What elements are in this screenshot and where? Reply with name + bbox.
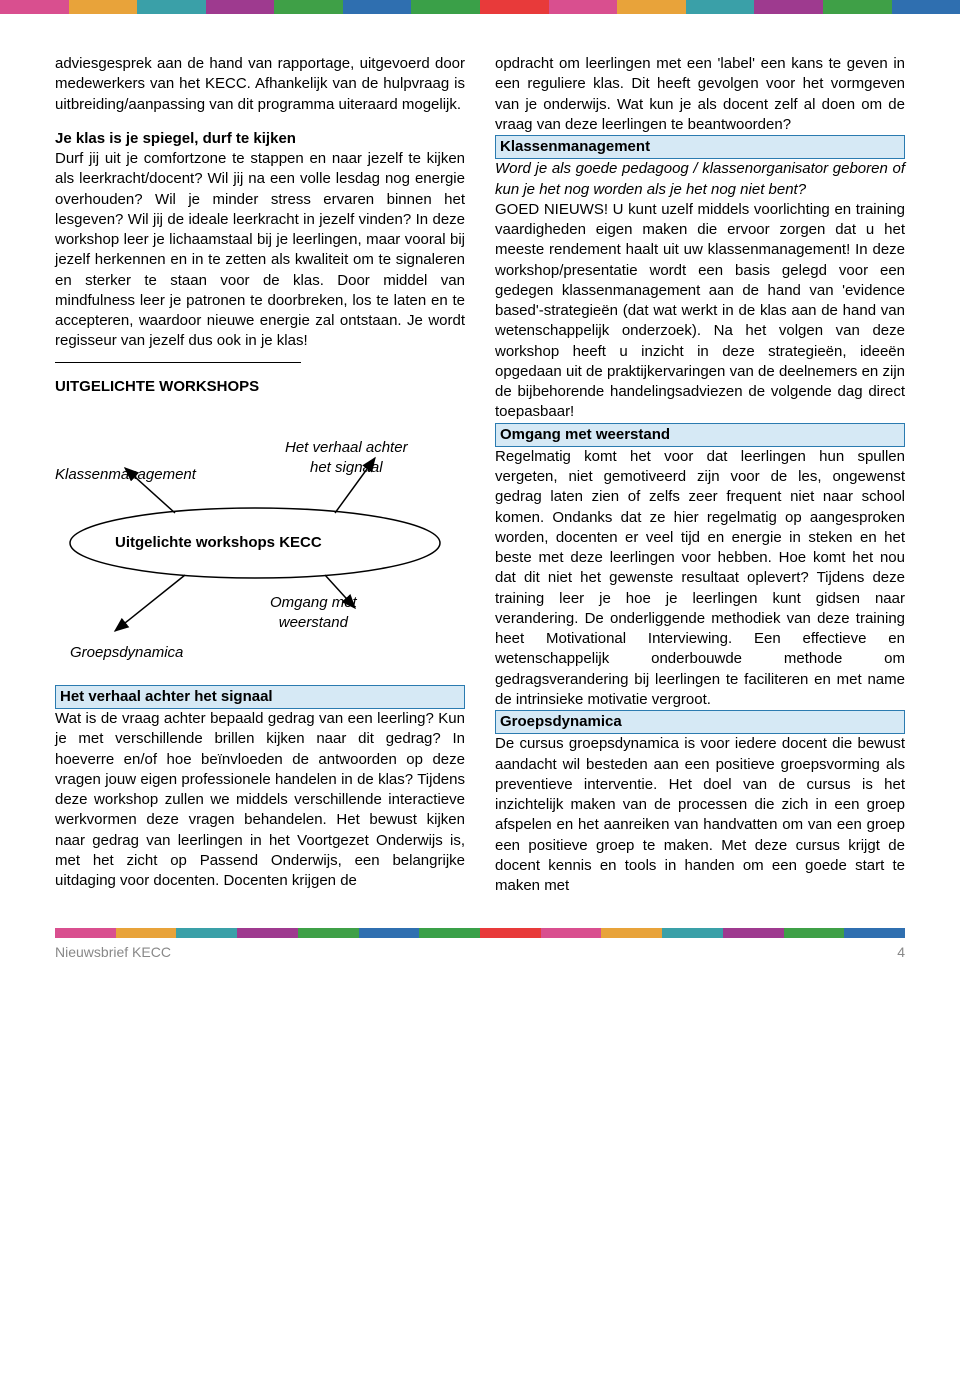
stripe-segment: [343, 0, 412, 14]
bottom-color-stripe: [55, 928, 905, 938]
stripe-segment: [69, 0, 138, 14]
right-para-1: opdracht om leerlingen met een 'label' e…: [495, 54, 905, 135]
stripe-segment: [176, 928, 237, 938]
diagram-center-label: Uitgelichte workshops KECC: [115, 533, 322, 553]
stripe-segment: [892, 0, 960, 14]
diagram-label-tr: Het verhaal achter het signaal: [285, 438, 408, 479]
right-para-2-body: GOED NIEUWS! U kunt uzelf middels voorli…: [495, 201, 905, 421]
stripe-segment: [137, 0, 206, 14]
left-column: adviesgesprek aan de hand van rapportage…: [55, 54, 465, 896]
stripe-segment: [541, 928, 602, 938]
stripe-segment: [723, 928, 784, 938]
footer: Nieuwsbrief KECC 4: [0, 938, 960, 970]
stripe-segment: [601, 928, 662, 938]
box-omgang-header: Omgang met weerstand: [495, 423, 905, 447]
left-para-2-body: Durf jij uit je comfortzone te stappen e…: [55, 150, 465, 349]
stripe-segment: [237, 928, 298, 938]
stripe-segment: [55, 928, 116, 938]
stripe-segment: [754, 0, 823, 14]
footer-page-number: 4: [897, 944, 905, 960]
stripe-segment: [844, 928, 905, 938]
right-para-2: Word je als goede pedagoog / klassenorga…: [495, 159, 905, 422]
stripe-segment: [419, 928, 480, 938]
stripe-segment: [298, 928, 359, 938]
stripe-segment: [686, 0, 755, 14]
box-klassenmanagement-header: Klassenmanagement: [495, 135, 905, 159]
left-para-2: Je klas is je spiegel, durf te kijken Du…: [55, 129, 465, 352]
footer-left: Nieuwsbrief KECC: [55, 944, 171, 960]
stripe-segment: [617, 0, 686, 14]
stripe-segment: [480, 928, 541, 938]
stripe-segment: [0, 0, 69, 14]
bottom-stripe-container: [0, 928, 960, 938]
stripe-segment: [480, 0, 549, 14]
workshops-diagram: Het verhaal achter het signaal Klassenma…: [55, 403, 465, 673]
stripe-segment: [411, 0, 480, 14]
diagram-label-br: Omgang met weerstand: [270, 593, 357, 634]
left-para-1: adviesgesprek aan de hand van rapportage…: [55, 54, 465, 115]
right-para-2-italic: Word je als goede pedagoog / klassenorga…: [495, 160, 905, 197]
diagram-label-tl: Klassenmanagement: [55, 465, 196, 485]
stripe-segment: [549, 0, 618, 14]
section-title: UITGELICHTE WORKSHOPS: [55, 377, 465, 397]
box-groepsdynamica-header: Groepsdynamica: [495, 710, 905, 734]
stripe-segment: [823, 0, 892, 14]
divider: [55, 362, 301, 363]
left-para-3: Wat is de vraag achter bepaald gedrag va…: [55, 709, 465, 891]
top-color-stripe: [0, 0, 960, 14]
stripe-segment: [359, 928, 420, 938]
left-bold-heading: Je klas is je spiegel, durf te kijken: [55, 130, 296, 147]
page-content: adviesgesprek aan de hand van rapportage…: [0, 14, 960, 916]
stripe-segment: [662, 928, 723, 938]
right-para-3: Regelmatig komt het voor dat leerlingen …: [495, 447, 905, 710]
right-para-4: De cursus groepsdynamica is voor iedere …: [495, 734, 905, 896]
stripe-segment: [784, 928, 845, 938]
stripe-segment: [274, 0, 343, 14]
box-verhaal-header: Het verhaal achter het signaal: [55, 685, 465, 709]
stripe-segment: [116, 928, 177, 938]
diagram-label-bl: Groepsdynamica: [70, 643, 183, 663]
stripe-segment: [206, 0, 275, 14]
right-column: opdracht om leerlingen met een 'label' e…: [495, 54, 905, 896]
